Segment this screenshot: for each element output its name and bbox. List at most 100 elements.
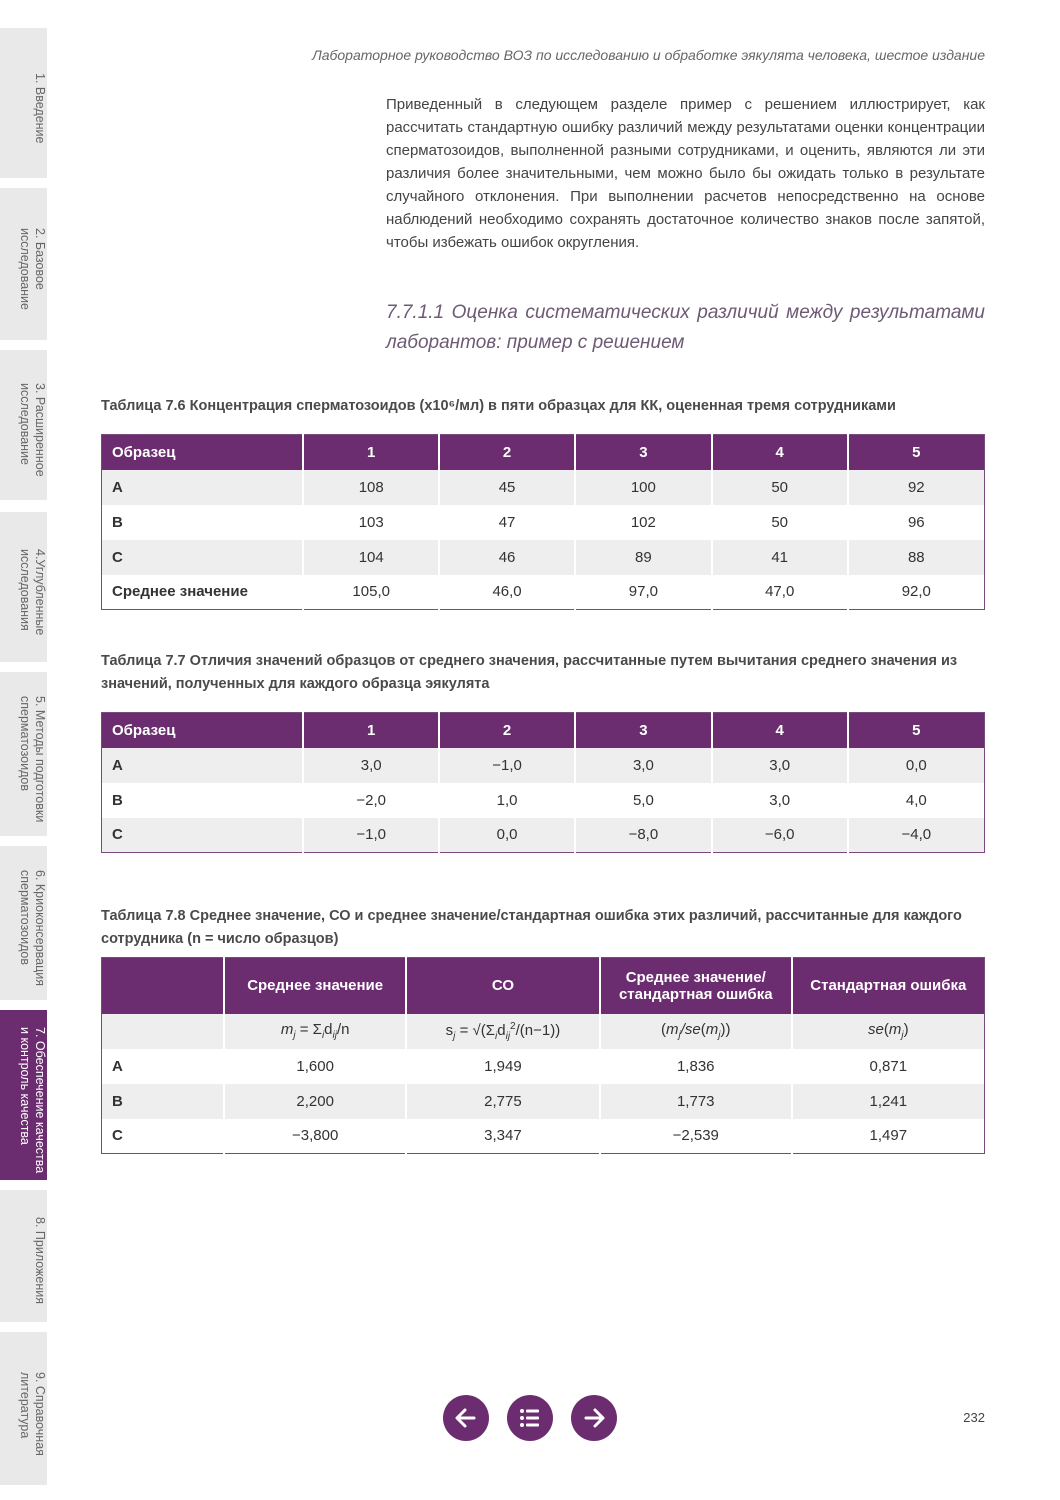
table-cell: 50 [710, 504, 848, 540]
table-row: B 103 47 102 50 96 [102, 504, 985, 540]
table-cell: 41 [710, 539, 848, 575]
formula-row: mj = Σidij/n sj = √(Σidij2/(n−1)) (mj/se(m… [101, 1013, 985, 1049]
table-cell: C [101, 817, 304, 853]
table-cell: 1,497 [790, 1118, 985, 1154]
table-cell: 4,0 [846, 782, 985, 818]
table-cell: 108 [302, 469, 440, 505]
table-cell: 1,600 [223, 1048, 407, 1084]
tab-label-line: исследование [18, 228, 32, 310]
formula-part: j [453, 1030, 456, 1042]
data-table: Образец 1 2 3 4 5 A 3,0 −1,0 3,0 3,0 0,0 B −2,0 1,0 5,0… [101, 712, 985, 853]
tab-label: 2. Базовое исследование [17, 228, 47, 310]
tab-label-line: 2. Базовое [33, 228, 47, 290]
formula-part: /(n−1)) [515, 1021, 561, 1039]
sidebar-tab[interactable]: 4.Углубленные исследования [0, 512, 47, 662]
table-cell: 88 [846, 539, 985, 575]
table-cell: 45 [438, 469, 575, 505]
table-cell: 92,0 [846, 574, 985, 610]
section-heading: 7.7.1.1 Оценка систематических различий … [386, 302, 985, 353]
formula-part: )) [720, 1021, 731, 1038]
header-cell: 3 [573, 434, 712, 470]
running-header: Лабораторное руководство ВОЗ по исследов… [312, 47, 985, 63]
table-cell: −2,539 [598, 1118, 792, 1154]
sidebar-tab[interactable]: 8. Приложения [0, 1190, 47, 1322]
header-cell: Среднее значение/ стандартная ошибка [598, 957, 792, 1014]
header-row: Среднее значение СО Среднее значение/ стан… [101, 957, 985, 1014]
tab-label: 5. Методы подготовки сперматозоидов [17, 696, 47, 822]
formula-cell: sj = √(Σidij2/(n−1)) [405, 1013, 600, 1049]
sidebar-tab[interactable]: 9. Справочная литература [0, 1332, 47, 1485]
page-number: 232 [963, 1410, 985, 1425]
header-cell: СО [405, 957, 600, 1014]
tab-label-line: 8. Приложения [33, 1217, 47, 1305]
table-cell: 1,773 [598, 1083, 792, 1119]
table-cell: 1,0 [438, 782, 575, 818]
table-row: C −1,0 0,0 −8,0 −6,0 −4,0 [101, 817, 985, 853]
tab-label-line: 3. Расширенное [33, 383, 47, 477]
table-cell: −8,0 [573, 817, 712, 853]
tab-label: 8. Приложения [32, 1217, 47, 1304]
sidebar-tab[interactable]: 7. Обеспечение качества и контроль качест… [0, 1010, 47, 1180]
table-caption: Таблица 7.6 Концентрация сперматозоидов … [101, 398, 896, 414]
next-button[interactable] [571, 1395, 617, 1441]
table-row: A 108 45 100 50 92 [101, 469, 985, 505]
table-cell: 47,0 [710, 574, 848, 610]
table-cell: 104 [302, 539, 440, 575]
tab-label-line: литература [18, 1371, 32, 1438]
formula-part: ( [661, 1021, 666, 1038]
table-cell: 5,0 [573, 782, 712, 818]
formula-part: i [495, 1030, 498, 1042]
table-cell: 0,871 [790, 1048, 985, 1084]
formula-part: ij [332, 1030, 337, 1041]
table-cell: 46 [438, 539, 575, 575]
formula-part: j [678, 1030, 681, 1041]
tab-label-line: сперматозоидов [18, 695, 32, 791]
formula-part: j [718, 1030, 721, 1041]
sidebar-tab[interactable]: 1. Введение [0, 28, 47, 178]
table-cell: −3,800 [223, 1118, 407, 1154]
table-cell: 3,0 [710, 782, 848, 818]
table-cell: 100 [573, 469, 712, 505]
table-cell: 0,0 [846, 747, 985, 783]
prev-button[interactable] [443, 1395, 489, 1441]
header-cell: 2 [438, 712, 575, 748]
sidebar-tab[interactable]: 6. Криоконсервация сперматозоидов [0, 846, 47, 1000]
tab-label-line: 5. Методы подготовки [33, 695, 47, 823]
tab-label-line: 1. Введение [33, 72, 47, 144]
formula-part: ij [505, 1030, 511, 1042]
table-row: Среднее значение 105,0 46,0 97,0 47,0 92,0 [102, 574, 985, 610]
table-row: B 2,200 2,775 1,773 1,241 [101, 1083, 985, 1119]
table-cell: A [101, 747, 304, 783]
table-cell: 96 [846, 504, 985, 540]
formula-part: se [868, 1021, 884, 1038]
tab-label-line: 6. Криоконсервация [33, 869, 47, 987]
header-cell: Среднее значение [223, 957, 407, 1014]
table-row: A 3,0 −1,0 3,0 3,0 0,0 [101, 747, 985, 783]
formula-part: d [497, 1021, 506, 1039]
contents-button[interactable] [507, 1395, 553, 1441]
sidebar-tab[interactable]: 3. Расширенное исследование [0, 350, 47, 500]
formula-part: /n [336, 1021, 350, 1038]
table-cell: 3,347 [405, 1118, 600, 1154]
table-caption: Таблица 7.8 Среднее значение, СО и средн… [101, 908, 962, 947]
sidebar-tab[interactable]: 2. Базовое исследование [0, 188, 47, 340]
header-cell: 2 [438, 434, 575, 470]
tab-label: 4.Углубленные исследования [17, 549, 47, 635]
formula-part: d [324, 1021, 333, 1038]
table-cell: 46,0 [438, 574, 575, 610]
table-cell: −1,0 [302, 817, 440, 853]
table-cell: 89 [573, 539, 712, 575]
paragraph: Приведенный в следующем разделе пример с… [386, 96, 985, 251]
table-cell: 103 [302, 504, 440, 540]
formula-part: s [445, 1021, 454, 1039]
data-table: Образец 1 2 3 4 5 A 108 45 100 50 92 B 103 47 102 50 96 C 1… [101, 434, 985, 610]
table-cell: −1,0 [438, 747, 575, 783]
table-cell: 50 [710, 469, 848, 505]
tab-label-line: 7. Обеспечение качества [33, 1026, 47, 1174]
table-cell: 2,200 [223, 1083, 407, 1119]
table-cell: Среднее значение [112, 583, 248, 601]
header-cell [101, 957, 225, 1014]
header-cell: Образец [101, 434, 304, 470]
sidebar-tab[interactable]: 5. Методы подготовки сперматозоидов [0, 672, 47, 836]
